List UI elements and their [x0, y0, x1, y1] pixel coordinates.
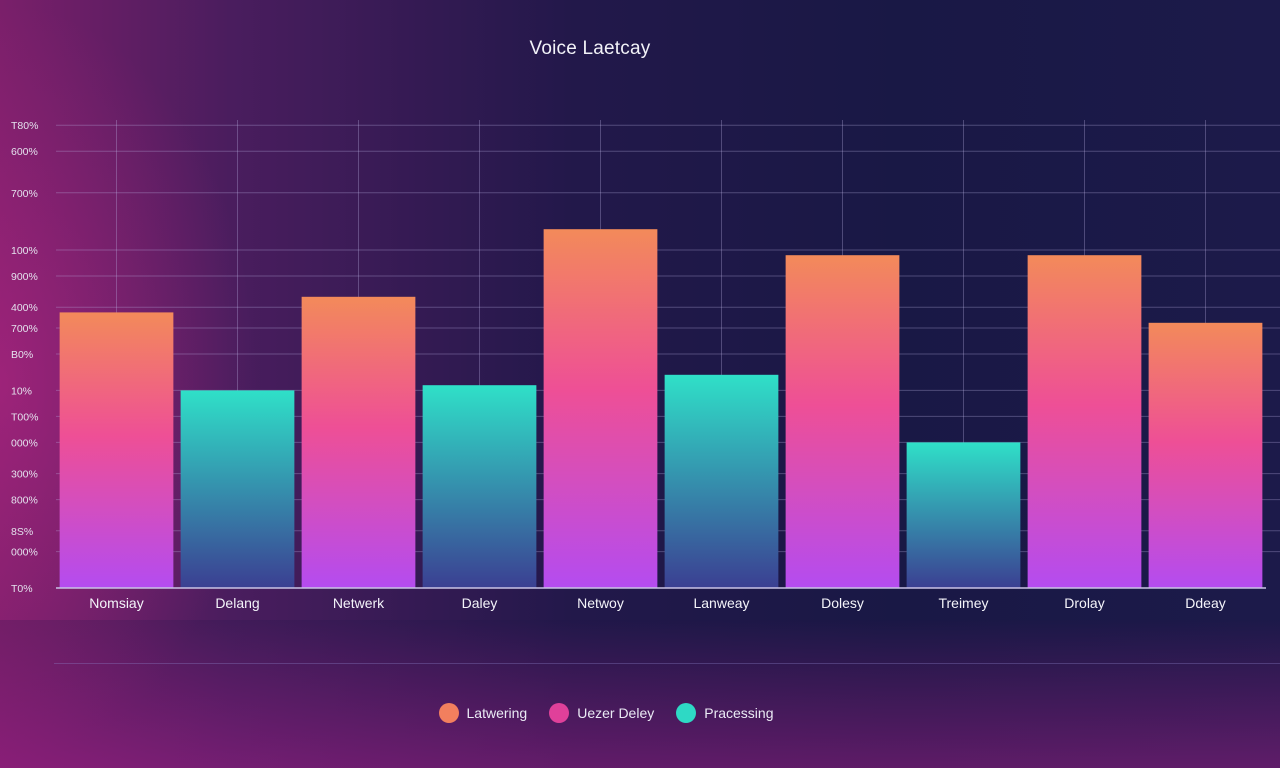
y-tick-label: 800% — [11, 495, 38, 507]
x-category-label: Drolay — [1064, 595, 1104, 611]
floor-line — [54, 663, 1280, 664]
y-tick-label: 000% — [11, 547, 38, 559]
x-category-label: Treimey — [938, 595, 988, 611]
bar — [59, 312, 174, 588]
x-category-label: Nomsiay — [89, 595, 143, 611]
x-category-label: Dolesy — [821, 595, 864, 611]
y-tick-label: 10% — [11, 385, 32, 397]
x-category-label: Daley — [462, 595, 498, 611]
y-tick-label: T0% — [11, 583, 33, 595]
x-axis-labels: Nomsiay Delang Netwerk Daley Netwoy Lanweay Do… — [89, 595, 1225, 611]
legend-swatch — [676, 703, 697, 723]
bar — [422, 385, 537, 588]
bar — [785, 255, 900, 588]
y-tick-label: 700% — [11, 323, 38, 335]
x-category-label: Delang — [215, 595, 259, 611]
y-tick-label: 8S% — [11, 526, 33, 538]
bar-chart: T80% 600% 700% 100% 900% 400% 700% B0% 10% T00% 00… — [11, 120, 1280, 611]
bar — [301, 296, 416, 588]
bar — [664, 374, 779, 588]
y-tick-label: T00% — [11, 411, 38, 423]
bar — [1148, 322, 1263, 588]
legend-item: Uezer Deley — [549, 703, 654, 723]
floor-reflection — [0, 620, 1280, 768]
y-tick-label: B0% — [11, 349, 33, 361]
y-tick-label: 100% — [11, 245, 38, 257]
legend-swatch — [549, 703, 570, 723]
bar — [906, 442, 1021, 588]
y-tick-label: 600% — [11, 146, 38, 158]
bar — [543, 229, 658, 588]
y-tick-label: 400% — [11, 302, 38, 314]
y-tick-label: 700% — [11, 188, 38, 200]
y-tick-label: 300% — [11, 469, 38, 481]
bar — [1027, 255, 1142, 588]
legend-label: Pracessing — [704, 705, 774, 721]
y-tick-label: 000% — [11, 437, 38, 449]
y-axis-ticks: T80% 600% 700% 100% 900% 400% 700% B0% 10% T00% 00… — [11, 120, 38, 595]
legend-swatch — [438, 703, 459, 723]
legend-item: Latwering — [438, 703, 528, 723]
bar — [180, 390, 295, 588]
y-tick-label: 900% — [11, 271, 38, 283]
x-category-label: Lanweay — [693, 595, 749, 611]
x-category-label: Ddeay — [1185, 595, 1225, 611]
legend-label: Uezer Deley — [577, 705, 655, 721]
y-tick-label: T80% — [11, 120, 38, 132]
legend: Latwering Uezer Deley Pracessing — [0, 703, 1212, 723]
legend-label: Latwering — [466, 705, 528, 721]
chart-title: Voice Laetcay — [529, 38, 651, 59]
x-category-label: Netwoy — [577, 595, 624, 611]
bars — [59, 229, 1263, 588]
legend-item: Pracessing — [676, 703, 774, 723]
x-category-label: Netwerk — [333, 595, 385, 611]
